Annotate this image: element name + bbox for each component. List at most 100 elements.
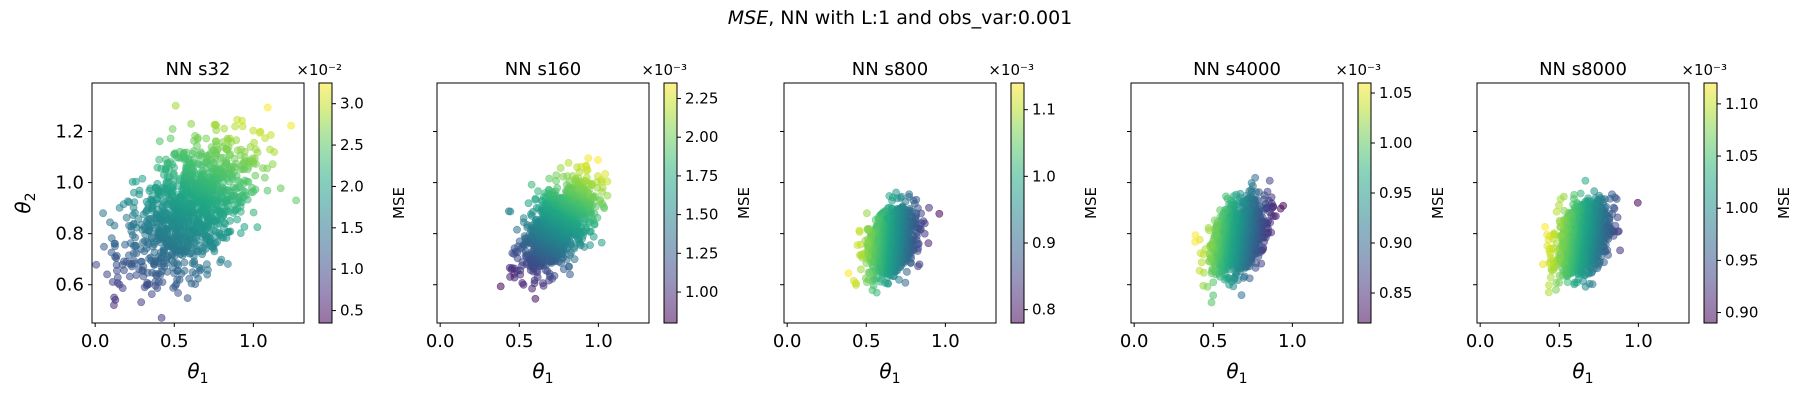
data-point — [83, 324, 90, 331]
data-point — [251, 145, 260, 154]
data-point — [107, 234, 116, 243]
data-point — [590, 209, 599, 218]
colorbar-gradient — [664, 83, 677, 323]
colorbar-tick-label: 1.00 — [685, 283, 718, 301]
x-tick-label: 0.5 — [1199, 331, 1228, 352]
colorbar-tick-label: 1.50 — [685, 206, 718, 224]
data-point — [137, 298, 146, 307]
data-point — [161, 155, 170, 164]
data-point — [1210, 216, 1219, 225]
colorbar-exponent: ×10⁻² — [296, 61, 342, 79]
data-point — [844, 269, 853, 278]
data-point — [123, 197, 132, 206]
data-point — [153, 179, 162, 188]
x-tick-label: 0.0 — [81, 331, 110, 352]
data-point — [1209, 278, 1218, 287]
colorbar-gradient — [1011, 83, 1024, 323]
data-point — [138, 174, 147, 183]
data-point — [220, 124, 229, 133]
data-point — [155, 155, 164, 164]
colorbar-label: MSE — [1429, 187, 1447, 219]
colorbar-frame — [1010, 82, 1025, 324]
data-point — [856, 251, 864, 260]
data-point — [863, 209, 871, 218]
data-point — [158, 278, 167, 286]
data-point — [583, 173, 591, 182]
colorbar-tick-label: 2.0 — [340, 177, 364, 195]
colorbar-tick-label: 1.0 — [340, 260, 364, 278]
x-axis-label: θ1 — [879, 359, 900, 387]
data-point — [185, 274, 194, 283]
x-axis-label: θ1 — [1226, 359, 1247, 387]
x-tick-label: 0.5 — [852, 331, 881, 352]
data-point — [231, 122, 239, 131]
data-point — [586, 241, 594, 249]
x-tick-label: 1.0 — [1278, 331, 1307, 352]
data-point — [174, 289, 182, 297]
data-point — [1216, 206, 1224, 214]
colorbar-label: MSE — [735, 187, 753, 219]
figure-title-rest: , NN with L:1 and obs_var:0.001 — [768, 7, 1072, 29]
data-point — [103, 270, 111, 279]
colorbar-tick-label: 1.5 — [340, 219, 364, 237]
data-point — [550, 271, 559, 280]
data-point — [862, 274, 870, 283]
colorbar-tick-label: 2.25 — [685, 89, 718, 107]
data-point — [106, 218, 114, 227]
colorbar-tick-label: 2.00 — [685, 128, 718, 146]
scatter-points — [83, 101, 300, 331]
axes-frame — [91, 82, 305, 324]
data-point — [237, 145, 245, 154]
data-point — [1191, 231, 1200, 239]
data-point — [853, 241, 862, 249]
axes-frame — [783, 82, 997, 324]
data-point — [250, 138, 258, 147]
colorbar-tick-label: 1.1 — [1032, 101, 1056, 119]
x-tick-label: 1.0 — [239, 331, 268, 352]
scatter-points — [1191, 173, 1288, 307]
data-point — [863, 225, 872, 234]
data-point — [527, 180, 536, 189]
data-point — [129, 219, 138, 228]
data-point — [187, 120, 196, 128]
data-point — [1237, 291, 1246, 299]
data-point — [603, 191, 612, 200]
colorbar-gradient — [1358, 83, 1371, 323]
scatter-points — [844, 188, 944, 297]
axes-frame — [1130, 82, 1344, 324]
data-point — [143, 278, 152, 287]
data-point — [125, 272, 134, 281]
colorbar-frame — [663, 82, 678, 324]
colorbar-gradient — [319, 83, 332, 323]
colorbar-tick-label: 2.5 — [340, 136, 364, 154]
data-point — [113, 273, 122, 282]
data-point — [110, 293, 118, 302]
data-point — [202, 260, 211, 269]
colorbar-exponent: ×10⁻³ — [641, 61, 687, 79]
data-point — [244, 177, 253, 186]
x-tick-label: 0.0 — [773, 331, 802, 352]
data-point — [545, 174, 554, 183]
data-point — [155, 137, 164, 146]
scatter-points — [1539, 176, 1642, 297]
data-point — [1222, 192, 1230, 201]
data-point — [232, 136, 241, 145]
data-point — [552, 171, 561, 180]
data-point — [248, 183, 256, 192]
x-tick-label: 0.5 — [505, 331, 534, 352]
colorbar-tick-label: 0.9 — [1032, 234, 1056, 252]
data-point — [1609, 203, 1618, 212]
data-point — [191, 131, 199, 140]
data-point — [1616, 246, 1624, 255]
data-point — [1590, 187, 1599, 196]
subplot-title: NN s160 — [505, 59, 581, 80]
x-axis-label: θ1 — [187, 359, 208, 387]
data-point — [226, 227, 235, 236]
